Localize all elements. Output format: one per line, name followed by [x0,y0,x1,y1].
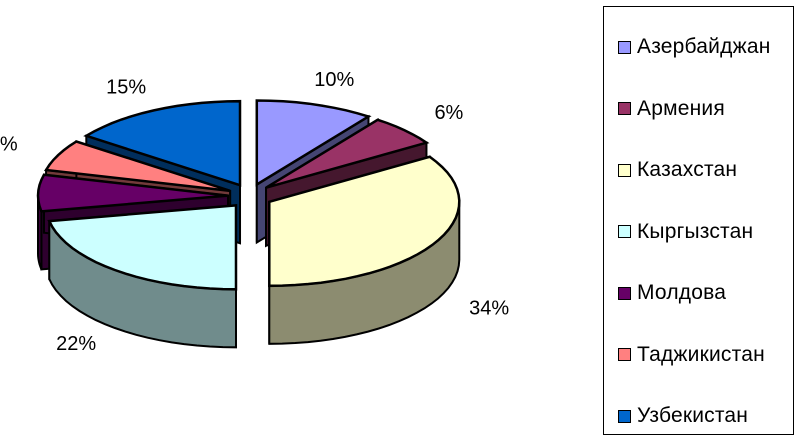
legend-swatch [618,225,631,238]
legend-swatch [618,102,631,115]
legend-item: Азербайджан [618,33,771,61]
legend-swatch [618,286,631,300]
legend-label: Кыргызстан [637,219,754,243]
legend-item: Молдова [618,279,726,307]
legend-label: Молдова [637,281,727,304]
pie-slice-2 [268,155,461,345]
legend-swatch [618,409,631,423]
data-label-1: 6% [434,102,463,124]
pie-slice-top [83,99,242,187]
data-label-2: 34% [469,297,509,319]
chart-legend: Азербайджан Армения Казахстан Кыргызстан Мол… [603,6,794,435]
pie-slice-top [255,99,372,187]
legend-item: Узбекистан [618,402,748,430]
pie-slice-top [268,155,461,288]
pie-slice-top [43,140,231,193]
legend-item: Казахстан [618,156,737,184]
data-label-6: 15% [106,76,146,98]
legend-swatch [618,40,631,54]
data-label-0: 10% [314,69,354,91]
legend-label: Таджикистан [637,342,765,366]
legend-item: Армения [618,95,725,123]
legend-item: Кыргызстан [618,218,753,246]
pie-slice-top [47,203,238,291]
legend-label: Казахстан [637,158,738,181]
legend-label: Армения [637,96,725,120]
pie-slice-top [36,173,229,213]
legend-item: Таджикистан [618,341,765,369]
data-label-3: 22% [56,333,96,355]
pie-slice-3 [47,203,238,349]
legend-swatch [618,348,631,361]
pie-slice-top [265,118,430,189]
data-label-5: 6% [0,134,18,156]
legend-label: Азербайджан [637,35,771,58]
legend-label: Узбекистан [637,404,749,427]
legend-swatch [618,163,631,177]
